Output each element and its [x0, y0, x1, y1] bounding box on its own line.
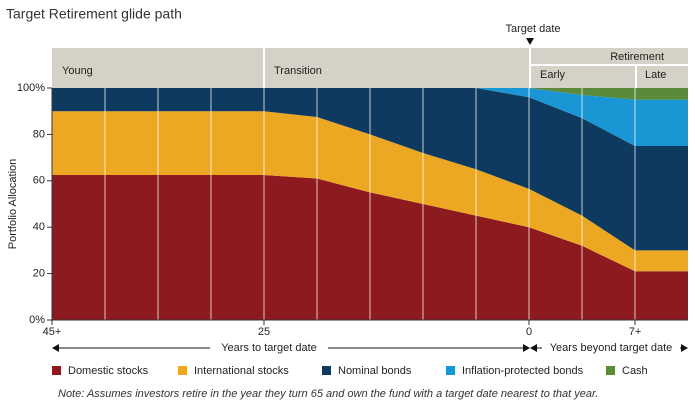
target-marker	[526, 38, 534, 45]
chart-title: Target Retirement glide path	[6, 6, 182, 22]
area	[52, 88, 688, 146]
arrow-label-bg	[210, 340, 328, 356]
legend-swatch	[446, 366, 455, 375]
y-tick-label: 0%	[29, 314, 45, 326]
area	[52, 88, 688, 100]
target-label: Target date	[505, 23, 560, 35]
legend-swatch	[178, 366, 187, 375]
y-tick-label: 80	[33, 128, 45, 140]
arrow-label: Years beyond target date	[550, 342, 673, 354]
phase-header: Retirement	[610, 51, 664, 63]
legend-label: Domestic stocks	[68, 365, 149, 377]
phase-label: Transition	[274, 65, 322, 77]
x-tick-label: 7+	[629, 326, 642, 338]
plot: 0% 20 40 60 80 100% 45+ 25 0 7+	[17, 82, 688, 338]
y-tick-label: 40	[33, 221, 45, 233]
legend-label: Cash	[622, 365, 648, 377]
legend-swatch	[322, 366, 331, 375]
x-tick-label: 25	[258, 326, 270, 338]
y-tick-label: 20	[33, 268, 45, 280]
phase-label: Late	[645, 69, 666, 81]
y-tick-label: 60	[33, 175, 45, 187]
x-tick-label: 45+	[43, 326, 62, 338]
arrow-label: Years to target date	[221, 342, 317, 354]
legend-label: Inflation-protected bonds	[462, 365, 584, 377]
y-tick-label: 100%	[17, 82, 45, 94]
legend: Domestic stocks International stocks Nomin…	[52, 365, 648, 377]
phase-label: Early	[540, 69, 566, 81]
phase-band	[52, 48, 688, 88]
legend-swatch	[52, 366, 61, 375]
x-tick-label: 0	[526, 326, 532, 338]
note: Note: Assumes investors retire in the ye…	[58, 388, 598, 400]
legend-label: International stocks	[194, 365, 289, 377]
phase-label: Young	[62, 65, 93, 77]
arrow-label-bg	[542, 340, 680, 356]
legend-swatch	[606, 366, 615, 375]
legend-label: Nominal bonds	[338, 365, 412, 377]
y-axis-label: Portfolio Allocation	[7, 159, 19, 250]
